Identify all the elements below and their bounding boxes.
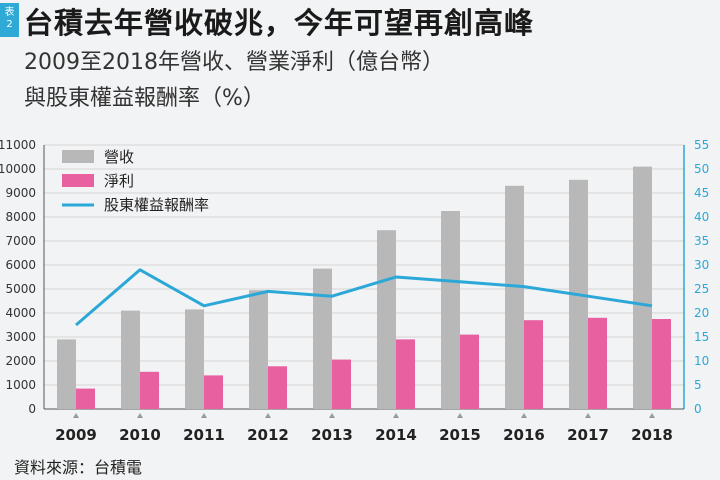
y-right-tick-label: 10	[694, 354, 709, 368]
x-tick-marker	[521, 413, 527, 418]
revenue-bar	[185, 309, 204, 409]
x-tick-marker	[329, 413, 335, 418]
legend-label: 股東權益報酬率	[104, 196, 209, 214]
profit-bar	[396, 339, 415, 409]
x-tick-label: 2015	[439, 426, 481, 444]
revenue-bar	[121, 310, 140, 409]
x-tick-marker	[649, 413, 655, 418]
x-tick-marker	[265, 413, 271, 418]
y-left-tick-label: 6000	[5, 258, 36, 272]
y-right-tick-label: 5	[694, 378, 702, 392]
legend-label: 淨利	[104, 172, 134, 190]
y-right-tick-label: 35	[694, 234, 709, 248]
y-right-tick-label: 55	[694, 138, 709, 152]
figure-tag-label: 表	[4, 7, 15, 18]
y-right-tick-label: 50	[694, 162, 709, 176]
revenue-bar	[441, 211, 460, 409]
y-right-tick-label: 45	[694, 186, 709, 200]
y-right-tick-label: 0	[694, 402, 702, 416]
x-tick-label: 2009	[55, 426, 97, 444]
revenue-bar	[377, 230, 396, 409]
x-tick-marker	[137, 413, 143, 418]
y-left-tick-label: 5000	[5, 282, 36, 296]
chart-subtitle-line2: 與股東權益報酬率（%）	[24, 86, 265, 111]
y-left-tick-label: 10000	[0, 162, 36, 176]
legend-swatch	[62, 174, 94, 187]
y-right-tick-label: 20	[694, 306, 709, 320]
legend-swatch	[62, 150, 94, 163]
legend-label: 營收	[104, 148, 134, 166]
y-left-tick-label: 9000	[5, 186, 36, 200]
profit-bar	[524, 320, 543, 409]
x-tick-label: 2018	[631, 426, 673, 444]
figure-tag-number: 2	[6, 19, 13, 30]
revenue-bar	[633, 166, 652, 409]
x-tick-label: 2016	[503, 426, 545, 444]
x-tick-marker	[73, 413, 79, 418]
y-left-tick-label: 11000	[0, 138, 36, 152]
y-right-tick-label: 30	[694, 258, 709, 272]
y-left-tick-label: 3000	[5, 330, 36, 344]
y-left-tick-label: 8000	[5, 210, 36, 224]
x-tick-label: 2017	[567, 426, 609, 444]
y-right-tick-label: 15	[694, 330, 709, 344]
revenue-bar	[57, 339, 76, 409]
y-right-tick-label: 25	[694, 282, 709, 296]
figure-number-tag: 表 2	[0, 3, 19, 37]
profit-bar	[460, 334, 479, 409]
x-tick-label: 2012	[247, 426, 289, 444]
x-tick-marker	[585, 413, 591, 418]
y-right-tick-label: 40	[694, 210, 709, 224]
profit-bar	[76, 388, 95, 409]
revenue-bar	[505, 185, 524, 409]
chart-title: 台積去年營收破兆，今年可望再創高峰	[24, 6, 535, 40]
chart-subtitle-line1: 2009至2018年營收、營業淨利（億台幣）	[24, 50, 444, 75]
x-tick-label: 2013	[311, 426, 353, 444]
profit-bar	[140, 371, 159, 409]
x-tick-marker	[201, 413, 207, 418]
revenue-bar	[249, 290, 268, 409]
x-tick-marker	[393, 413, 399, 418]
source-note: 資料來源：台積電	[14, 458, 143, 477]
profit-bar	[268, 366, 287, 409]
x-tick-label: 2011	[183, 426, 225, 444]
revenue-bar	[313, 268, 332, 409]
profit-bar	[332, 359, 351, 409]
y-left-tick-label: 2000	[5, 354, 36, 368]
y-left-tick-label: 0	[28, 402, 36, 416]
profit-bar	[204, 375, 223, 409]
profit-bar	[588, 317, 607, 409]
y-left-tick-label: 1000	[5, 378, 36, 392]
y-left-tick-label: 4000	[5, 306, 36, 320]
y-left-tick-label: 7000	[5, 234, 36, 248]
x-tick-label: 2010	[119, 426, 161, 444]
profit-bar	[652, 319, 671, 409]
x-tick-marker	[457, 413, 463, 418]
x-tick-label: 2014	[375, 426, 417, 444]
roe-line	[75, 268, 653, 327]
